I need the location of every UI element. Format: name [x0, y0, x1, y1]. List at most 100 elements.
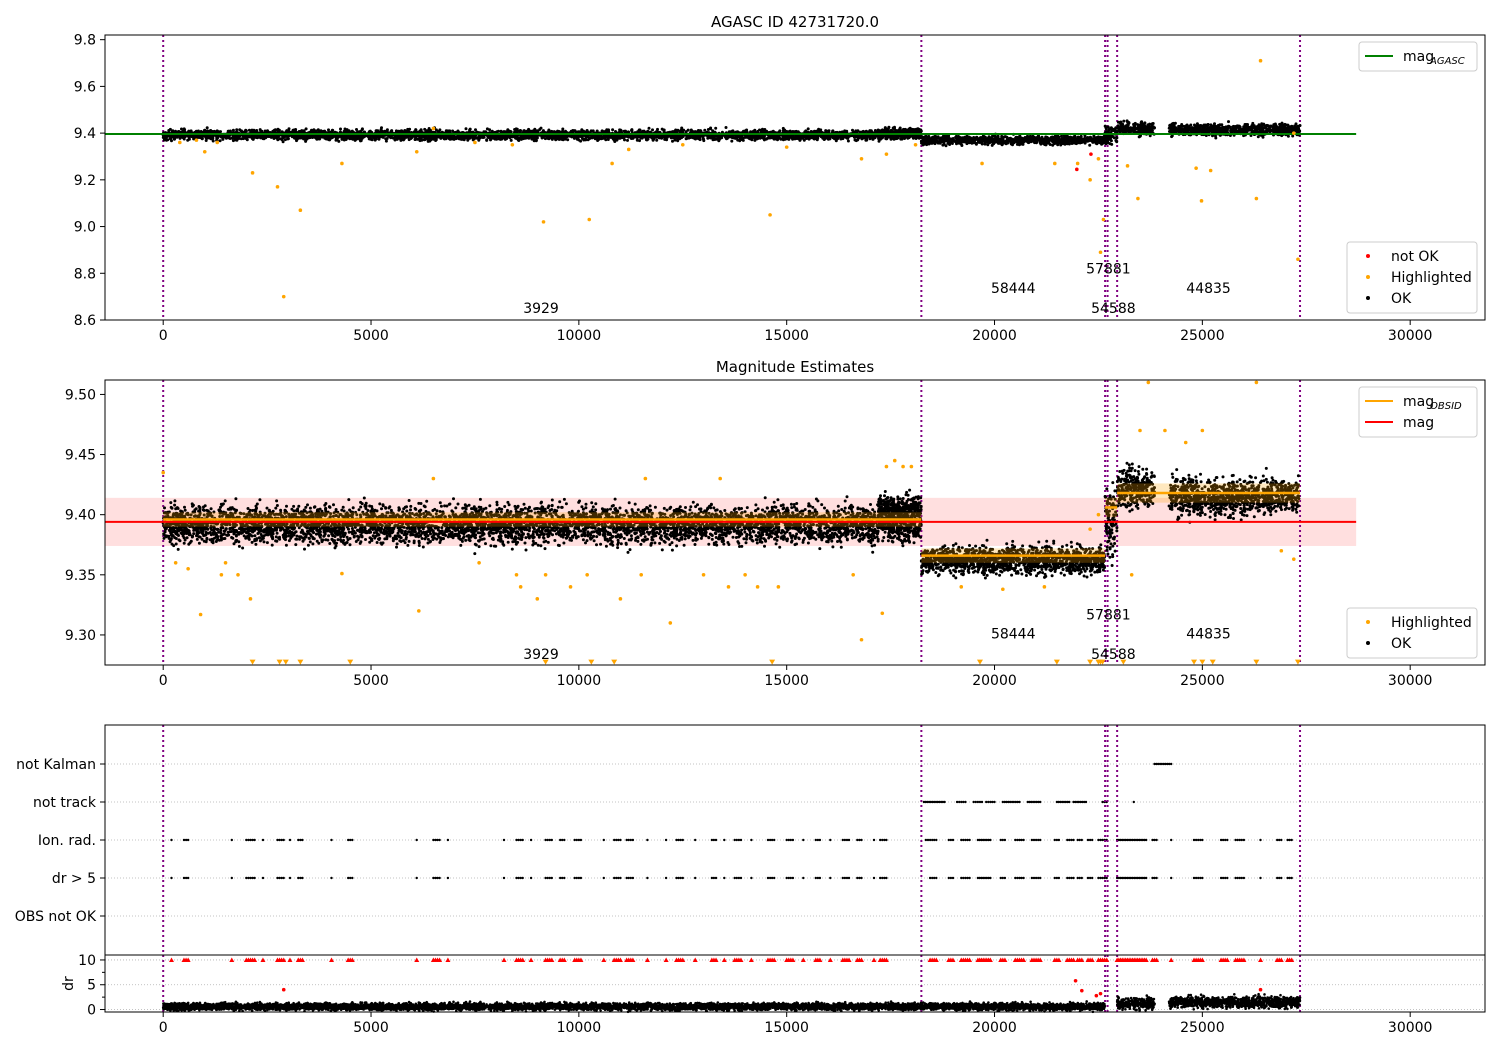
data-point-ok — [711, 138, 715, 142]
data-point-ok — [802, 138, 806, 142]
data-point-ok — [166, 138, 170, 142]
data-point-ok — [514, 127, 518, 131]
data-point-ok — [553, 136, 557, 139]
data-point-ok — [438, 128, 442, 132]
data-point-ok — [281, 134, 285, 138]
data-point-ok — [595, 136, 599, 140]
data-point-ok — [331, 135, 335, 139]
data-point-ok — [474, 128, 477, 132]
data-point-ok — [453, 136, 457, 140]
data-point-ok — [434, 128, 438, 132]
data-point-ok — [202, 134, 206, 138]
data-point-ok — [684, 130, 688, 134]
data-point-ok — [187, 137, 191, 141]
data-point-ok — [237, 135, 241, 139]
data-point-ok — [235, 128, 239, 132]
data-point-ok — [851, 128, 854, 132]
data-point-ok — [399, 129, 402, 133]
data-point-ok — [533, 127, 537, 131]
data-point-ok — [168, 127, 172, 131]
data-point-ok — [407, 138, 411, 142]
data-point-ok — [488, 135, 491, 139]
data-point-ok — [444, 129, 448, 133]
data-point-ok — [582, 137, 585, 141]
data-point-ok — [763, 129, 767, 133]
data-point-ok — [574, 135, 578, 139]
data-point-ok — [428, 139, 432, 143]
data-point-ok — [762, 135, 766, 138]
data-point-ok — [549, 136, 553, 140]
data-point-ok — [263, 134, 267, 138]
data-point-ok — [327, 128, 330, 132]
data-point-ok — [418, 139, 422, 143]
chart-title: AGASC ID 42731720.0 — [711, 13, 879, 31]
data-point-ok — [234, 138, 238, 142]
data-point-ok — [478, 136, 482, 140]
data-point-ok — [355, 128, 358, 131]
data-point-ok — [657, 136, 661, 140]
data-point-ok — [304, 137, 308, 141]
data-point-ok — [253, 135, 257, 139]
data-point-ok — [277, 128, 281, 132]
data-point-ok — [390, 129, 394, 133]
data-point-ok — [360, 127, 364, 131]
data-point-ok — [241, 135, 245, 138]
data-point-ok — [385, 137, 389, 140]
data-point-ok — [714, 126, 718, 130]
data-point-ok — [351, 135, 355, 139]
data-point-ok — [189, 134, 193, 138]
data-point-ok — [183, 128, 187, 132]
data-point-ok — [622, 129, 626, 133]
data-point-ok — [485, 138, 489, 142]
data-point-ok — [795, 135, 799, 139]
data-point-ok — [635, 138, 639, 142]
data-point-ok — [450, 137, 454, 141]
data-point-ok — [745, 128, 749, 132]
data-point-ok — [698, 135, 702, 139]
data-point-ok — [912, 128, 916, 132]
data-point-ok — [715, 137, 719, 141]
data-point-ok — [266, 134, 270, 138]
data-point-ok — [468, 128, 472, 132]
data-point-ok — [684, 137, 688, 141]
data-point-ok — [617, 134, 621, 138]
data-point-ok — [678, 137, 682, 141]
data-point-ok — [732, 136, 736, 140]
data-point-ok — [509, 138, 513, 142]
data-point-ok — [881, 128, 884, 132]
data-point-ok — [871, 134, 875, 138]
data-point-ok — [504, 130, 508, 134]
data-point-ok — [832, 135, 835, 139]
data-point-ok — [803, 130, 807, 134]
data-point-ok — [611, 128, 615, 132]
data-point-ok — [276, 138, 280, 142]
data-point-ok — [812, 136, 816, 140]
data-point-ok — [401, 137, 405, 141]
data-point-ok — [424, 135, 428, 139]
data-point-ok — [789, 134, 793, 138]
data-point-ok — [339, 127, 342, 131]
data-point-ok — [757, 135, 760, 138]
data-point-ok — [652, 135, 656, 139]
data-point-ok — [161, 136, 165, 139]
data-point-ok — [298, 136, 302, 140]
data-point-ok — [463, 135, 467, 139]
data-point-ok — [286, 137, 290, 141]
data-point-ok — [701, 136, 705, 140]
data-point-ok — [860, 137, 864, 141]
data-point-ok — [570, 135, 574, 139]
data-point-ok — [215, 136, 219, 140]
data-point-ok — [655, 138, 659, 142]
data-point-ok — [586, 135, 590, 138]
data-point-ok — [901, 128, 905, 132]
data-point-ok — [942, 142, 946, 146]
data-point-ok — [408, 127, 412, 131]
data-point-ok — [752, 129, 755, 133]
data-point-ok — [375, 129, 379, 133]
data-point-ok — [753, 138, 757, 142]
data-point-ok — [909, 134, 913, 138]
data-point-ok — [285, 130, 289, 134]
data-point-ok — [327, 134, 331, 138]
data-point-ok — [388, 135, 392, 139]
data-point-ok — [204, 139, 208, 142]
